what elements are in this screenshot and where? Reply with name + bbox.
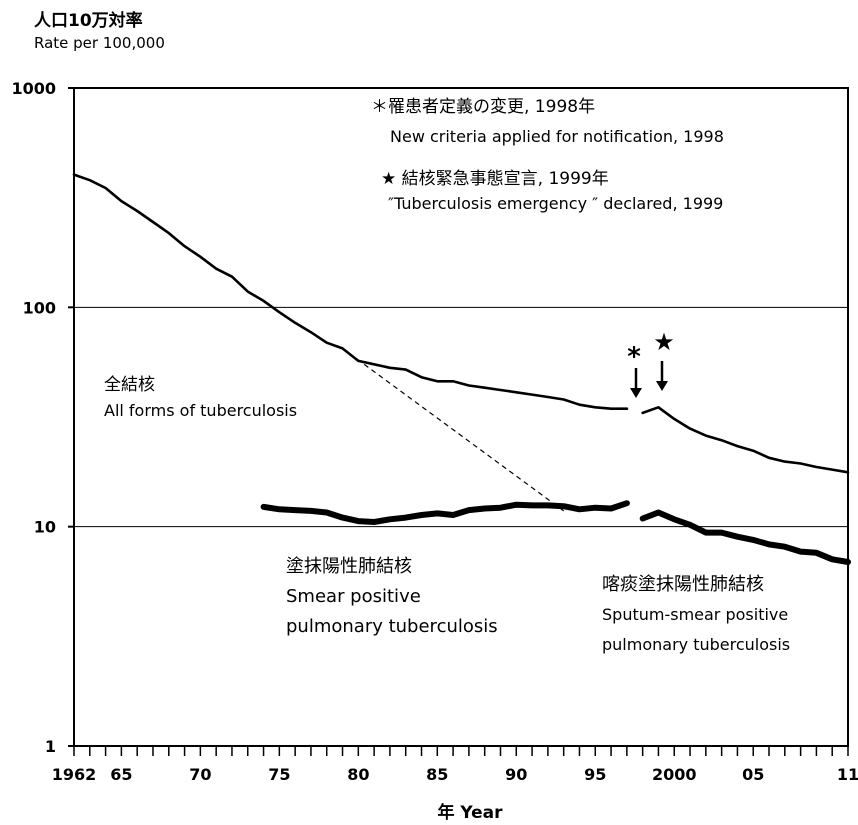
y-tick-label: 10 (34, 518, 56, 537)
smear-label-en-1: Smear positive (286, 586, 421, 607)
y-tick-label: 1 (45, 737, 56, 756)
x-tick-label: 80 (347, 765, 369, 784)
x-tick-label: 90 (505, 765, 527, 784)
all-forms-label-en: All forms of tuberculosis (104, 401, 297, 420)
x-tick-label: 65 (110, 765, 132, 784)
smear-label-en-2: pulmonary tuberculosis (286, 616, 498, 637)
note-emergency-jp: ★ 結核緊急事態宣言, 1999年 (381, 169, 609, 189)
sputum-label-en-1: Sputum-smear positive (602, 605, 788, 624)
asterisk-marker: * (627, 342, 641, 372)
plot-frame (73, 87, 849, 747)
series-lines (72, 173, 851, 565)
x-tick-label: 85 (426, 765, 448, 784)
y-tick-label: 100 (23, 298, 56, 317)
smear-positive-line (260, 500, 630, 525)
x-tick-label: 70 (189, 765, 211, 784)
x-tick-label: 05 (742, 765, 764, 784)
star-arrow-head (656, 381, 668, 391)
note-criteria-en: New criteria applied for notification, 1… (390, 127, 724, 146)
y-tick-label: 1000 (11, 79, 56, 98)
x-tick-label: 75 (268, 765, 290, 784)
smear-label-jp: 塗抹陽性肺結核 (286, 555, 412, 577)
sputum-smear-line (639, 509, 851, 565)
x-tick-label: 95 (584, 765, 606, 784)
x-tick-label: 11 (837, 765, 858, 784)
grid-lines (74, 306, 848, 528)
x-tick-label: 2000 (652, 765, 697, 784)
all-forms-label-jp: 全結核 (104, 375, 155, 395)
trend-dashed-line (342, 347, 565, 512)
x-tick-label: 1962 (52, 765, 97, 784)
star-marker: ★ (653, 328, 675, 356)
sputum-label-en-2: pulmonary tuberculosis (602, 635, 790, 654)
y-axis-label-jp: 人口10万対率 (34, 11, 143, 31)
sputum-label-jp: 喀痰塗抹陽性肺結核 (602, 573, 764, 595)
x-axis-label: 年 Year (437, 802, 503, 823)
ticks: 1 10 100 1000 1962 65 70 75 80 85 90 95 2000 05 11 (11, 79, 858, 784)
note-emergency-en: ″Tuberculosis emergency ″ declared, 1999 (388, 194, 723, 213)
asterisk-arrow-head (630, 388, 642, 398)
note-criteria-jp: ＊罹患者定義の変更, 1998年 (371, 97, 595, 117)
all-forms-line (641, 405, 850, 474)
y-axis-label-en: Rate per 100,000 (34, 34, 165, 52)
axes (73, 87, 849, 747)
